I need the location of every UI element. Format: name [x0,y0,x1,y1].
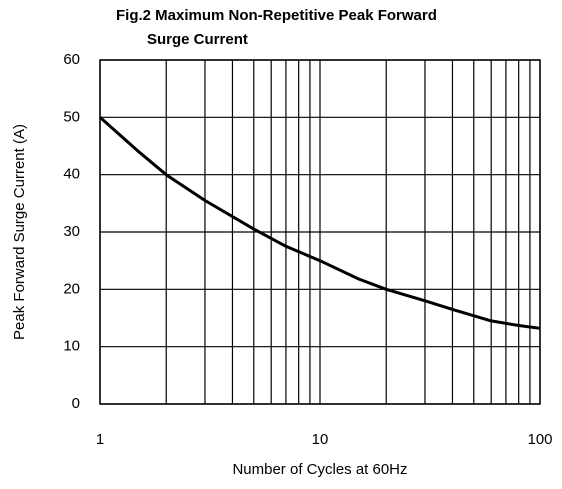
y-tick-label: 50 [63,108,80,125]
x-axis-label: Number of Cycles at 60Hz [232,461,407,478]
y-tick-label: 60 [63,51,80,68]
chart-title: Surge Current [147,31,248,48]
y-tick-label: 0 [72,395,80,412]
y-tick-label: 10 [63,338,80,355]
data-line [99,116,541,330]
x-tick-label: 10 [312,431,329,448]
y-tick-label: 20 [63,280,80,297]
x-tick-label: 1 [96,431,104,448]
y-axis-label: Peak Forward Surge Current (A) [11,124,28,340]
chart-title: Fig.2 Maximum Non-Repetitive Peak Forwar… [116,7,437,24]
y-tick-label: 30 [63,223,80,240]
y-tick-label: 40 [63,166,80,183]
plot-frame [99,59,541,405]
x-tick-label: 100 [527,431,552,448]
